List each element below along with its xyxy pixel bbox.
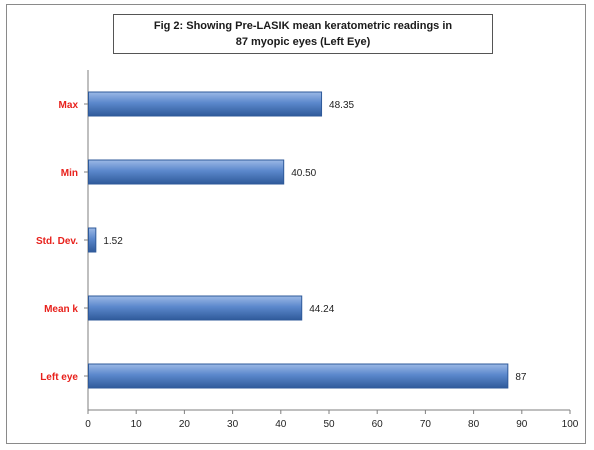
chart-title-line-1: Fig 2: Showing Pre-LASIK mean keratometr… (153, 20, 453, 32)
data-label: 87 (515, 372, 527, 383)
category-label: Max (59, 100, 79, 111)
x-tick-label: 100 (562, 419, 579, 430)
axes: 0 10 20 30 40 50 60 70 80 90 100 (84, 70, 579, 430)
data-label: 40.50 (291, 168, 316, 179)
bar-std-dev (88, 227, 97, 253)
bar-mean-k (88, 295, 303, 321)
data-label: 44.24 (309, 304, 334, 315)
chart-title: Fig 2: Showing Pre-LASIK mean keratometr… (113, 14, 493, 54)
bar-min (88, 159, 285, 185)
category-label: Std. Dev. (36, 236, 78, 247)
x-tick-label: 10 (131, 419, 143, 430)
x-tick-label: 30 (227, 419, 239, 430)
bar-max (88, 91, 323, 117)
data-label: 48.35 (329, 100, 354, 111)
category-label: Mean k (44, 304, 78, 315)
x-tick-label: 0 (85, 419, 91, 430)
bars (88, 91, 509, 389)
x-tick-label: 80 (468, 419, 480, 430)
x-tick-label: 20 (179, 419, 191, 430)
x-tick-label: 70 (420, 419, 432, 430)
x-tick-label: 60 (372, 419, 384, 430)
data-label: 1.52 (103, 236, 123, 247)
category-label: Left eye (40, 372, 78, 383)
x-tick-label: 40 (275, 419, 287, 430)
chart-title-line-2: 87 myopic eyes (Left Eye) (235, 36, 371, 48)
labels: Max 48.35 Min 40.50 Std. Dev. 1.52 Mean k 44.24… (36, 100, 527, 383)
x-tick-label: 90 (516, 419, 528, 430)
bar-left-eye (88, 363, 509, 389)
x-tick-label: 50 (323, 419, 335, 430)
category-label: Min (61, 168, 78, 179)
